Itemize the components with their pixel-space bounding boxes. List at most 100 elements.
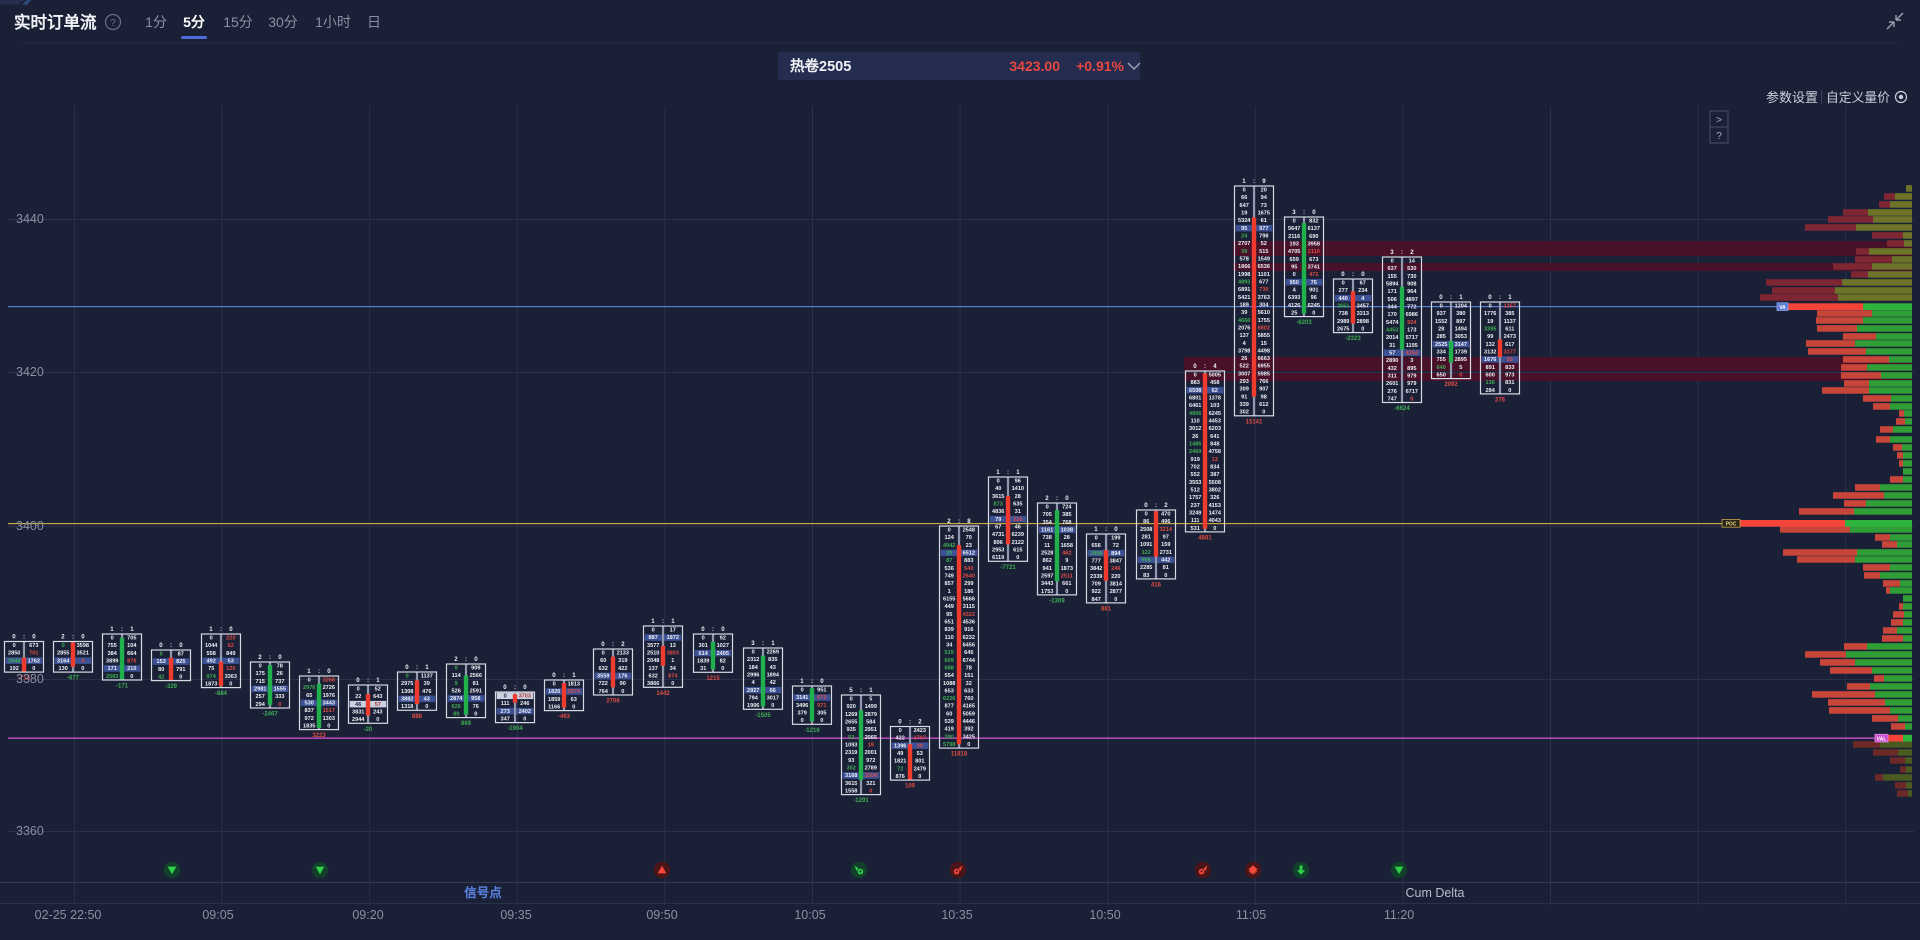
svg-text:3: 3 <box>1390 249 1394 256</box>
svg-text:110: 110 <box>945 635 954 641</box>
svg-text:1: 1 <box>572 672 576 679</box>
svg-text:894: 894 <box>1111 551 1121 557</box>
svg-text:60: 60 <box>600 658 606 664</box>
svg-text:0: 0 <box>1193 363 1197 370</box>
svg-text:2133: 2133 <box>617 651 629 657</box>
svg-text:0: 0 <box>1213 526 1216 532</box>
svg-text:0: 0 <box>671 681 674 687</box>
svg-text:1: 1 <box>110 626 114 633</box>
svg-text:6461: 6461 <box>1189 403 1201 409</box>
svg-text:977: 977 <box>1259 226 1268 232</box>
svg-text:53: 53 <box>228 659 234 665</box>
svg-text:0: 0 <box>1342 281 1345 287</box>
svg-text::: : <box>1253 178 1255 185</box>
svg-text:3: 3 <box>1292 209 1296 216</box>
svg-text:496: 496 <box>1161 519 1170 525</box>
svg-text:0: 0 <box>621 689 624 695</box>
svg-text:4453: 4453 <box>1209 419 1221 425</box>
svg-text:584: 584 <box>866 720 876 726</box>
svg-text:600: 600 <box>1486 373 1495 379</box>
svg-text:0: 0 <box>820 718 823 724</box>
svg-text:285: 285 <box>1437 334 1446 340</box>
svg-text:120: 120 <box>226 666 235 672</box>
svg-text:1: 1 <box>948 589 951 595</box>
svg-text:1269: 1269 <box>845 712 857 718</box>
svg-text:0: 0 <box>229 626 233 633</box>
svg-text:0: 0 <box>1439 294 1443 301</box>
svg-text:0: 0 <box>1114 526 1118 533</box>
svg-text:4: 4 <box>1213 363 1217 370</box>
svg-text:379: 379 <box>798 711 807 717</box>
svg-text:0: 0 <box>179 675 182 681</box>
svg-text:3802: 3802 <box>1209 488 1221 494</box>
svg-text:0: 0 <box>12 634 16 641</box>
svg-text:1: 1 <box>671 618 675 625</box>
svg-text:2591: 2591 <box>470 689 482 695</box>
svg-text:4126: 4126 <box>1288 303 1300 309</box>
svg-text:730: 730 <box>1259 287 1268 293</box>
svg-text:643: 643 <box>373 694 382 700</box>
svg-text:1101: 1101 <box>1258 272 1270 278</box>
svg-text:2850: 2850 <box>8 651 20 657</box>
svg-text:440: 440 <box>1339 296 1348 302</box>
svg-text:57: 57 <box>375 702 381 708</box>
svg-text:6717: 6717 <box>1406 389 1418 395</box>
svg-text:0: 0 <box>357 687 360 693</box>
svg-text:0: 0 <box>376 717 379 723</box>
svg-text:5: 5 <box>869 697 872 703</box>
svg-text::: : <box>712 626 714 633</box>
svg-text:937: 937 <box>1437 311 1446 317</box>
svg-text:4: 4 <box>1293 288 1297 294</box>
svg-text:2898: 2898 <box>1357 319 1369 325</box>
svg-text:11:20: 11:20 <box>1384 908 1414 922</box>
svg-text:-1216: -1216 <box>804 728 820 734</box>
svg-text:2574: 2574 <box>568 689 581 695</box>
svg-text:747: 747 <box>1388 396 1397 402</box>
svg-text:1873: 1873 <box>1061 566 1073 572</box>
svg-text:1813: 1813 <box>568 682 580 688</box>
svg-text:1137: 1137 <box>421 674 433 680</box>
svg-text:0: 0 <box>1262 410 1265 416</box>
svg-text:3615: 3615 <box>845 781 857 787</box>
svg-text::: : <box>563 672 565 679</box>
svg-text:2048: 2048 <box>647 658 659 664</box>
svg-text:97: 97 <box>1163 535 1169 541</box>
svg-text:151: 151 <box>964 673 973 679</box>
svg-text:175: 175 <box>256 671 265 677</box>
svg-text:6802: 6802 <box>1258 325 1270 331</box>
svg-text:137: 137 <box>649 666 658 672</box>
svg-text:2655: 2655 <box>845 720 857 726</box>
svg-text:422: 422 <box>618 666 627 672</box>
svg-text:4660: 4660 <box>1238 318 1250 324</box>
svg-text:1762: 1762 <box>28 658 40 664</box>
svg-text:3164: 3164 <box>57 658 70 664</box>
svg-text:1093: 1093 <box>845 743 857 749</box>
svg-text:832: 832 <box>1309 219 1318 225</box>
svg-text:392: 392 <box>964 727 973 733</box>
svg-text:78: 78 <box>277 664 283 670</box>
svg-text:246: 246 <box>520 701 529 707</box>
svg-text:766: 766 <box>1259 379 1268 385</box>
svg-text:656: 656 <box>1092 543 1101 549</box>
svg-text::: : <box>1056 495 1058 502</box>
svg-text:1: 1 <box>307 668 311 675</box>
svg-text:72: 72 <box>1113 543 1119 549</box>
svg-text:834: 834 <box>1210 465 1220 471</box>
svg-text:2566: 2566 <box>470 673 482 679</box>
svg-text:62: 62 <box>228 643 234 649</box>
svg-text::: : <box>662 618 664 625</box>
svg-text:886: 886 <box>412 714 423 720</box>
svg-text:2014: 2014 <box>1386 335 1399 341</box>
svg-text:15141: 15141 <box>1246 419 1263 425</box>
svg-text:4: 4 <box>1243 341 1247 347</box>
svg-text:53: 53 <box>848 735 854 741</box>
svg-text:243: 243 <box>373 710 382 716</box>
svg-text:6986: 6986 <box>1406 312 1418 318</box>
svg-text:155: 155 <box>1388 274 1397 280</box>
svg-text:0: 0 <box>1459 373 1462 379</box>
svg-text:62: 62 <box>1212 388 1218 394</box>
svg-text:1308: 1308 <box>401 689 413 695</box>
svg-text:130: 130 <box>59 666 68 672</box>
svg-text:3007: 3007 <box>1238 371 1250 377</box>
svg-text:302: 302 <box>1240 410 1249 416</box>
